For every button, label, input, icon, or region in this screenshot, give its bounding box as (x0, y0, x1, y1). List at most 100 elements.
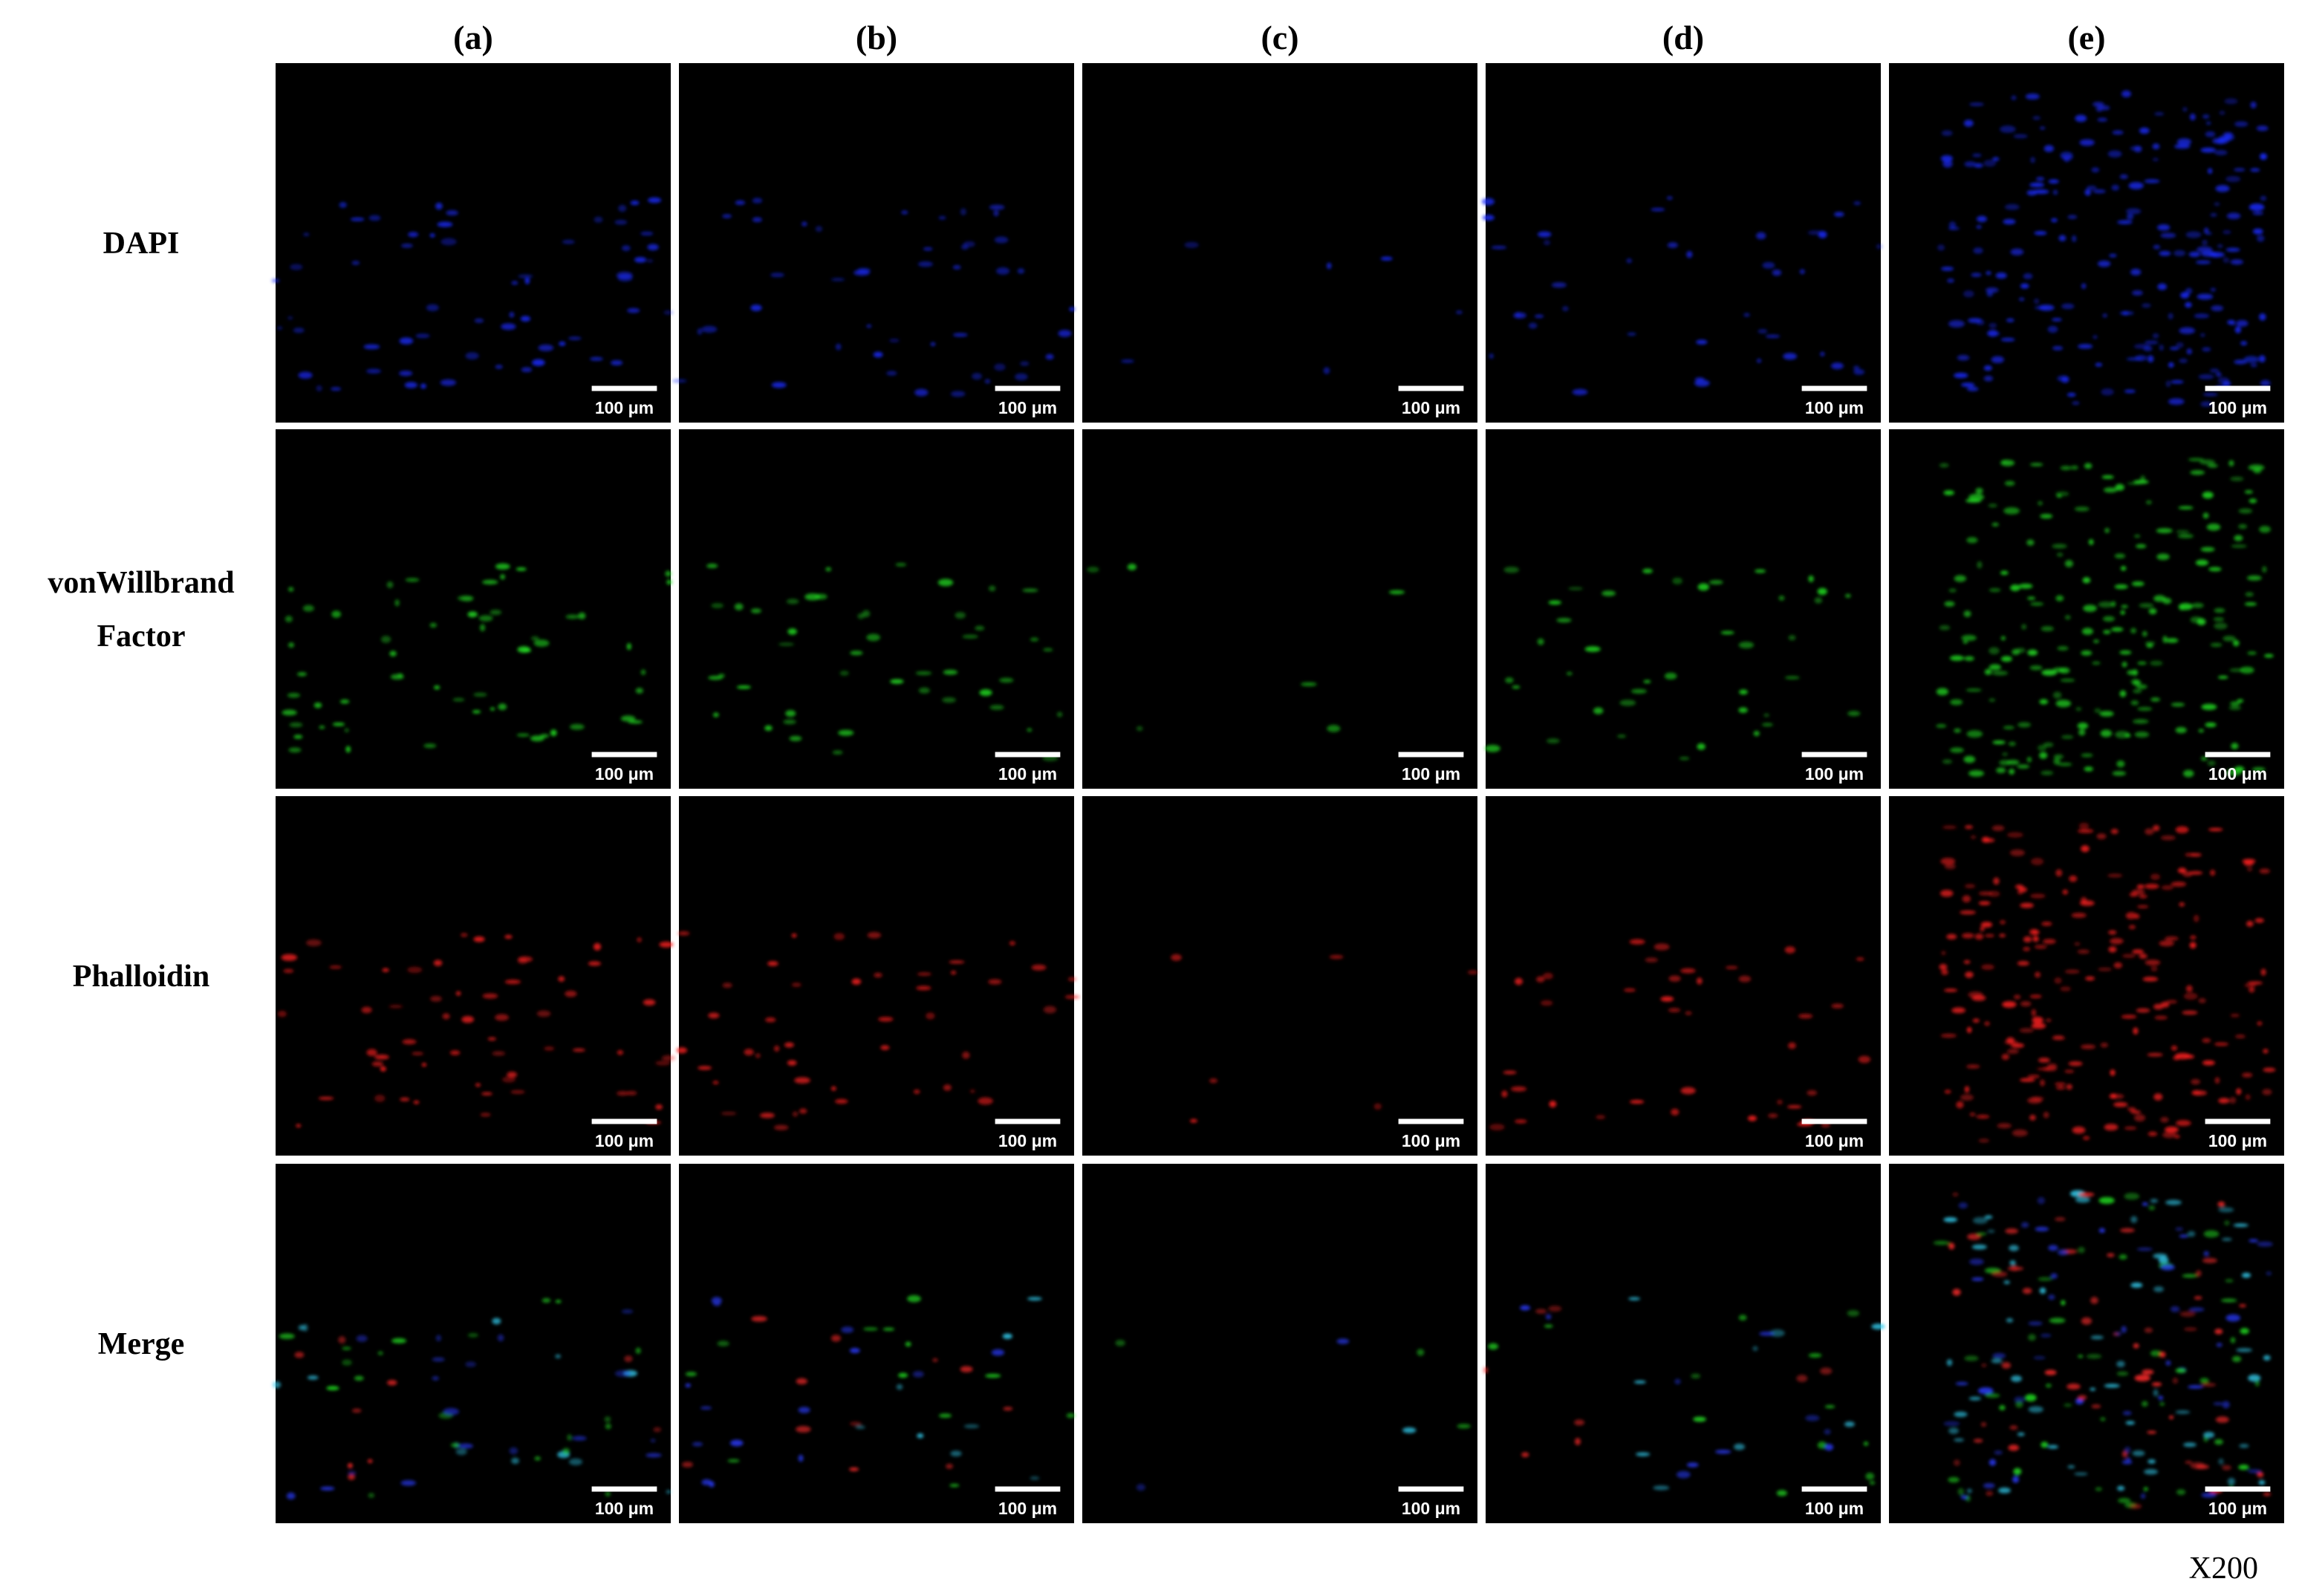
cell (1948, 319, 1965, 328)
cell (1978, 1139, 1990, 1143)
cell (1964, 884, 1976, 889)
cell (2168, 362, 2174, 368)
cell (1566, 671, 1573, 676)
cell (2142, 303, 2151, 308)
cell (1417, 1349, 1425, 1356)
cell (2055, 1082, 2066, 1086)
cell (2119, 690, 2127, 697)
cell (1686, 1462, 1699, 1468)
cell (848, 1467, 859, 1471)
cell (2101, 388, 2114, 396)
cell (2214, 149, 2228, 155)
cell (1817, 1441, 1827, 1449)
tissue-texture (676, 931, 1080, 1130)
cell (504, 980, 521, 985)
panel-background (1486, 429, 1881, 789)
cell (1697, 583, 1709, 591)
cell (2017, 890, 2023, 895)
cell (2151, 1382, 2162, 1387)
cell (2029, 665, 2043, 671)
cell (331, 610, 342, 618)
cell (498, 703, 507, 711)
cell (507, 1071, 518, 1078)
cell (937, 579, 954, 587)
cell (618, 204, 627, 212)
cell (2168, 1415, 2174, 1419)
cell (1973, 247, 1983, 254)
cell (1948, 588, 1957, 593)
scale-bar-label: 100 μm (2208, 1131, 2267, 1150)
cell (1977, 215, 1988, 223)
cell (2248, 1469, 2262, 1473)
cell (338, 1336, 346, 1344)
cell (962, 634, 978, 639)
cell (2084, 766, 2093, 772)
cell (1671, 1108, 1679, 1115)
cell (2260, 195, 2267, 201)
cell (497, 1334, 504, 1342)
cell (348, 1473, 356, 1480)
cell (1505, 677, 1514, 683)
cell (429, 622, 438, 628)
cell (2161, 885, 2174, 890)
cell (2006, 1317, 2014, 1323)
cell (866, 633, 881, 642)
cell (2176, 530, 2190, 534)
cell (1743, 313, 1750, 317)
cell (402, 1039, 417, 1045)
cell (2033, 298, 2040, 304)
cell (882, 1327, 895, 1331)
cell (2051, 318, 2062, 322)
cell (2188, 1385, 2204, 1389)
cell (2231, 743, 2239, 749)
cell (2053, 758, 2061, 765)
cell (2067, 1465, 2075, 1469)
cell (1541, 1000, 1553, 1006)
cell (2165, 1199, 2182, 1205)
cell (2130, 628, 2137, 633)
cell (2029, 463, 2043, 466)
cell (2008, 1444, 2020, 1451)
cell (2202, 347, 2211, 352)
cell (1984, 1021, 1990, 1026)
cell (993, 210, 999, 217)
cell (1965, 498, 1982, 503)
cell (400, 1097, 410, 1101)
cell (2116, 1361, 2125, 1368)
cell (276, 326, 283, 330)
cell (2229, 1096, 2237, 1104)
cell (2147, 1052, 2163, 1057)
cell (2207, 463, 2218, 468)
cell (1941, 951, 1946, 956)
cell (2144, 179, 2160, 183)
cell (2159, 940, 2174, 947)
cell (2035, 1226, 2049, 1232)
cell (2245, 1094, 2251, 1101)
cell (348, 1470, 357, 1475)
cell (778, 642, 795, 646)
cell (555, 1300, 562, 1303)
cell (1630, 688, 1648, 694)
cell (938, 215, 946, 220)
cell (880, 1045, 890, 1050)
cell (2044, 1369, 2057, 1375)
panel-background (679, 63, 1074, 423)
cell (1956, 1101, 1964, 1109)
cell (1512, 685, 1521, 689)
cell (2175, 726, 2187, 734)
cell (2152, 333, 2159, 339)
cell (1954, 372, 1968, 379)
cell (2194, 1296, 2202, 1300)
cell (2077, 722, 2089, 729)
cell (773, 1045, 780, 1052)
cell (2121, 1459, 2133, 1465)
cell (2097, 260, 2111, 267)
cell (2013, 134, 2028, 139)
cell (2092, 189, 2106, 194)
cell (2257, 1021, 2263, 1026)
cell (2116, 1371, 2129, 1376)
cell (2196, 1270, 2202, 1277)
cell (510, 1089, 525, 1094)
cell (2040, 513, 2053, 519)
cell (455, 1448, 467, 1456)
